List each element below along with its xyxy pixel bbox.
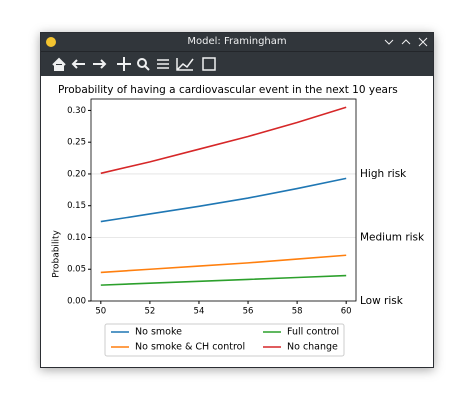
y-tick-label: 0.30 [67, 106, 86, 116]
legend-label: Full control [287, 327, 339, 338]
y-tick-label: 0.10 [67, 233, 86, 243]
x-tick-label: 52 [144, 307, 155, 317]
y-tick-label: 0.15 [67, 201, 86, 211]
axes-frame [90, 98, 357, 302]
risk-label: Low risk [360, 295, 404, 307]
risk-label: Medium risk [360, 231, 425, 243]
app-icon [46, 37, 56, 47]
series-line [100, 177, 347, 223]
legend-label: No smoke & CH control [135, 342, 245, 353]
x-tick-label: 58 [292, 307, 303, 317]
window-title: Model: Framingham [187, 36, 287, 47]
chart: Probability of having a cardiovascular e… [52, 84, 425, 357]
series-line [100, 254, 347, 274]
window: Model: Framingham Probability of having … [40, 32, 434, 368]
x-tick-label: 60 [341, 307, 352, 317]
x-tick-label: 50 [95, 307, 106, 317]
toolbar [41, 51, 433, 76]
toolbar-icons[interactable] [41, 52, 241, 76]
risk-label: High risk [360, 168, 407, 180]
y-tick-label: 0.25 [67, 138, 86, 148]
y-tick-label: 0.00 [67, 297, 86, 307]
x-tick-label: 54 [194, 307, 205, 317]
y-tick-label: 0.20 [67, 169, 86, 179]
window-controls[interactable] [381, 33, 431, 51]
title-bar: Model: Framingham [41, 33, 433, 51]
legend-label: No change [287, 342, 338, 353]
legend: No smoke No smoke & CH control Full contro… [104, 323, 345, 357]
y-axis-label: Probability [52, 230, 62, 278]
legend-label: No smoke [135, 327, 182, 338]
x-tick-label: 56 [243, 307, 254, 317]
series-line [100, 274, 347, 286]
chart-title: Probability of having a cardiovascular e… [58, 84, 398, 96]
series-line [100, 106, 347, 175]
legend-box [104, 323, 345, 357]
y-tick-label: 0.05 [67, 265, 86, 275]
